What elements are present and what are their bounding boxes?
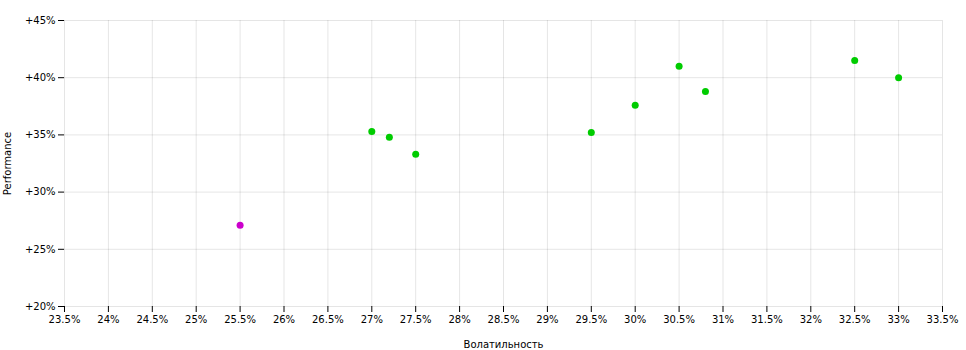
svg-text:+30%: +30% <box>25 186 56 197</box>
svg-text:+45%: +45% <box>25 15 56 26</box>
svg-text:33%: 33% <box>887 314 909 325</box>
svg-text:Волатильность: Волатильность <box>464 339 544 350</box>
svg-text:27.5%: 27.5% <box>400 314 432 325</box>
svg-text:30%: 30% <box>624 314 646 325</box>
svg-text:+35%: +35% <box>25 129 56 140</box>
svg-text:+20%: +20% <box>25 301 56 312</box>
svg-text:31%: 31% <box>712 314 734 325</box>
svg-text:25.5%: 25.5% <box>224 314 256 325</box>
svg-text:24%: 24% <box>97 314 119 325</box>
svg-text:33.5%: 33.5% <box>927 314 959 325</box>
svg-text:26%: 26% <box>273 314 295 325</box>
svg-text:31.5%: 31.5% <box>751 314 783 325</box>
svg-text:25%: 25% <box>185 314 207 325</box>
svg-text:32%: 32% <box>800 314 822 325</box>
svg-text:23.5%: 23.5% <box>49 314 81 325</box>
svg-text:+40%: +40% <box>25 72 56 83</box>
svg-text:28%: 28% <box>448 314 470 325</box>
svg-text:29.5%: 29.5% <box>575 314 607 325</box>
svg-text:30.5%: 30.5% <box>663 314 695 325</box>
svg-text:28.5%: 28.5% <box>488 314 520 325</box>
svg-text:29%: 29% <box>536 314 558 325</box>
svg-text:26.5%: 26.5% <box>312 314 344 325</box>
svg-text:24.5%: 24.5% <box>136 314 168 325</box>
svg-text:Performance: Performance <box>2 132 13 195</box>
svg-text:32.5%: 32.5% <box>839 314 871 325</box>
svg-text:27%: 27% <box>361 314 383 325</box>
svg-text:+25%: +25% <box>25 244 56 255</box>
